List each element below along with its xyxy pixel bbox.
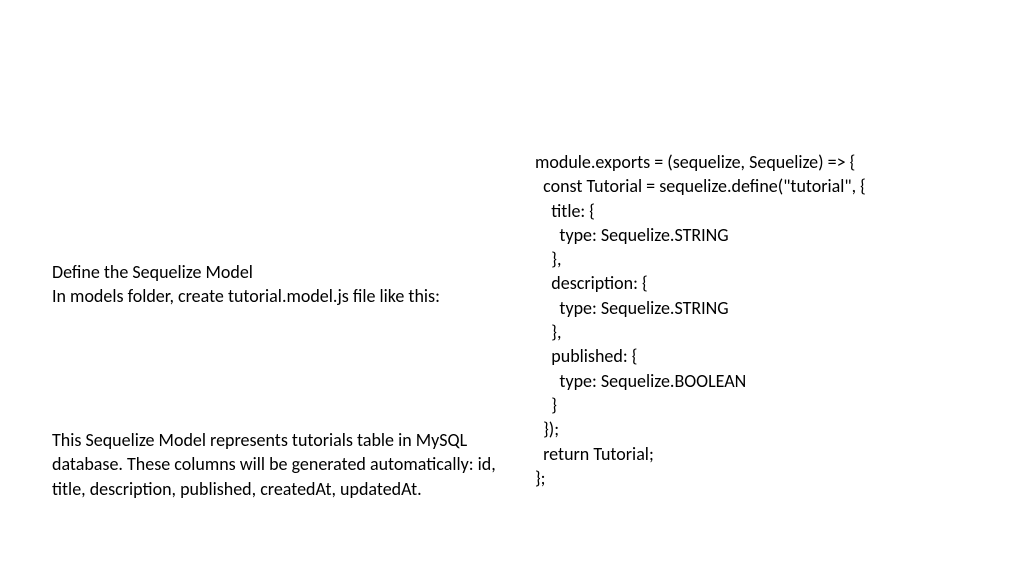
heading-text: Define the Sequelize Model <box>52 260 522 284</box>
code-line: description: { <box>535 271 1005 295</box>
description-text: This Sequelize Model represents tutorial… <box>52 428 532 501</box>
code-line: } <box>535 393 1005 417</box>
code-line: }, <box>535 320 1005 344</box>
code-line: module.exports = (sequelize, Sequelize) … <box>535 150 1005 174</box>
code-line: }); <box>535 417 1005 441</box>
left-text-block: Define the Sequelize Model In models fol… <box>52 260 522 309</box>
code-line: }, <box>535 247 1005 271</box>
code-line: const Tutorial = sequelize.define("tutor… <box>535 174 1005 198</box>
code-line: type: Sequelize.STRING <box>535 223 1005 247</box>
subheading-text: In models folder, create tutorial.model.… <box>52 284 522 308</box>
code-line: type: Sequelize.BOOLEAN <box>535 369 1005 393</box>
code-line: }; <box>535 466 1005 490</box>
code-block: module.exports = (sequelize, Sequelize) … <box>535 150 1005 490</box>
code-line: return Tutorial; <box>535 442 1005 466</box>
description-block: This Sequelize Model represents tutorial… <box>52 428 532 501</box>
code-line: type: Sequelize.STRING <box>535 296 1005 320</box>
code-line: published: { <box>535 344 1005 368</box>
code-line: title: { <box>535 199 1005 223</box>
